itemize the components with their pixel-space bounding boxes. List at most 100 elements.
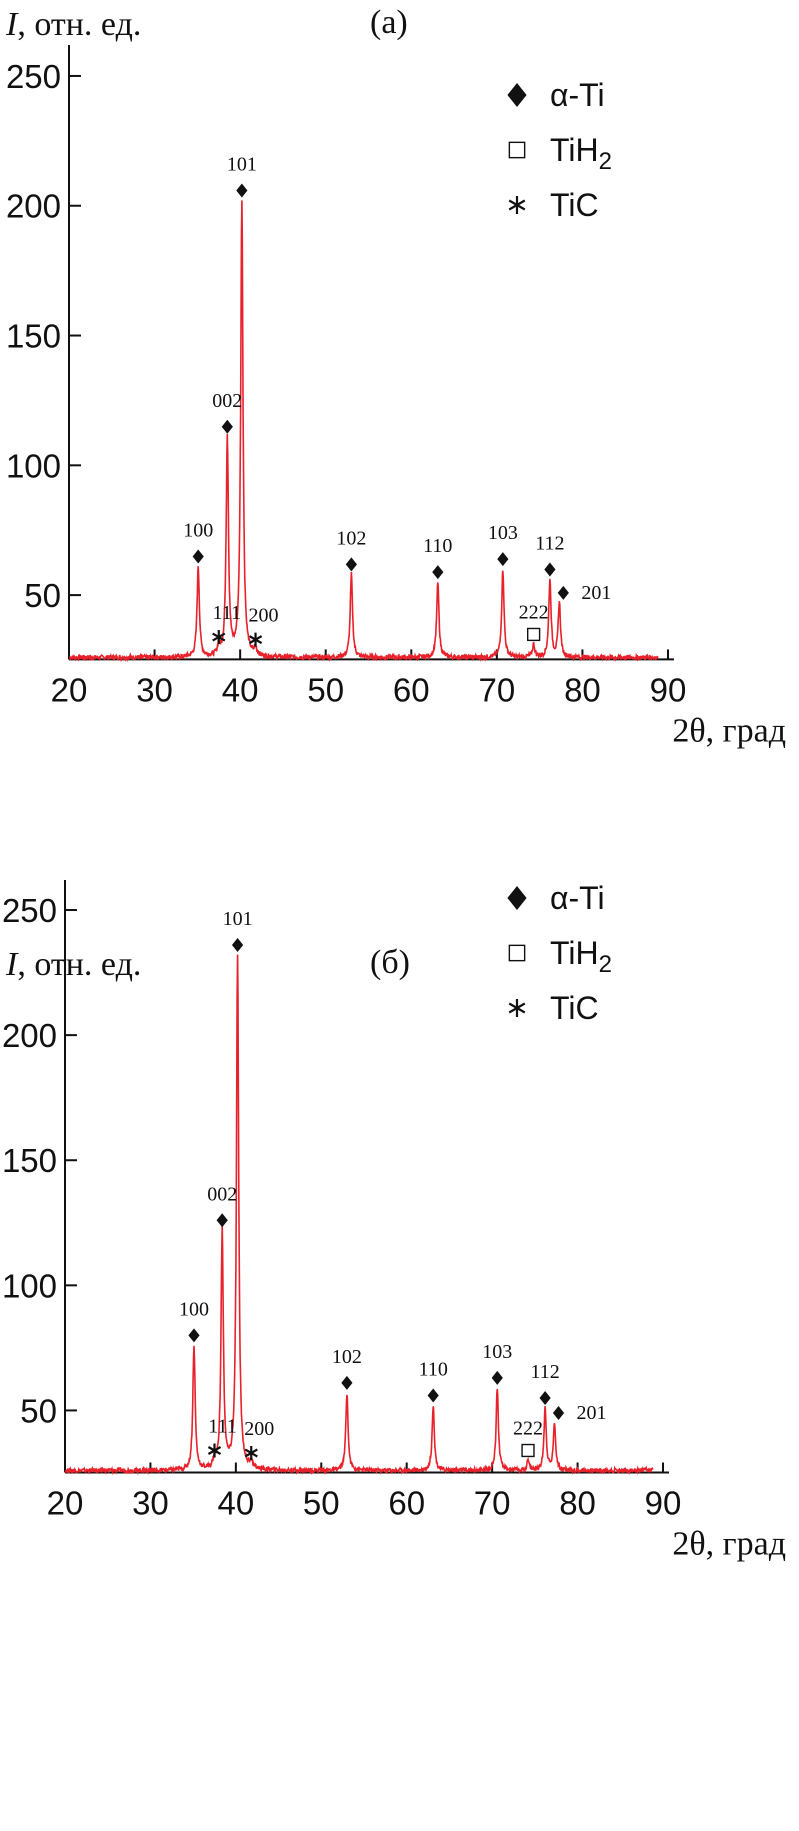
legend-marker	[508, 196, 526, 214]
peak-label: 111	[212, 602, 241, 624]
y-tick-label: 100	[2, 1267, 57, 1304]
peak-annotation: 201	[557, 582, 611, 604]
legend-subscript: 2	[599, 951, 612, 978]
peak-annotation: 002	[207, 1183, 237, 1228]
peak-label: 110	[423, 535, 452, 557]
peak-annotation: 101	[223, 908, 253, 953]
xrd-chart-b: 50 100 150 200 250 20 30 40 50 60 70 80 90 2θ, град 10…	[2, 880, 786, 1562]
x-tick-label: 90	[645, 1484, 682, 1521]
peak-annotation: 102	[332, 1346, 362, 1390]
x-tick-label: 60	[393, 671, 430, 708]
peak-marker	[427, 1388, 439, 1403]
peak-label: 103	[488, 522, 518, 544]
peak-label: 100	[183, 520, 213, 542]
legend-label: α-Ti	[550, 880, 605, 916]
peak-label: 002	[212, 390, 242, 412]
legend-marker	[508, 999, 526, 1017]
x-tick-label: 20	[47, 1484, 84, 1521]
peak-label: 112	[535, 533, 564, 555]
x-tick-label: 60	[388, 1484, 425, 1521]
peak-marker	[212, 630, 226, 645]
peak-marker	[216, 1213, 228, 1228]
y-tick-label: 250	[2, 892, 57, 929]
legend-label: TiH2	[550, 935, 612, 978]
x-tick-label: 80	[559, 1484, 596, 1521]
peak-marker	[221, 419, 233, 434]
legend-label: TiC	[550, 990, 599, 1026]
legend-label: TiC	[550, 187, 599, 223]
x-tick-label: 50	[303, 1484, 340, 1521]
legend-text: α-Ti	[550, 880, 605, 916]
peak-marker	[539, 1390, 551, 1405]
peak-annotation: 103	[488, 522, 518, 567]
y-tick-label: 100	[6, 447, 61, 484]
y-tick-label: 200	[6, 188, 61, 225]
peak-marker	[248, 632, 263, 647]
legend-marker	[508, 141, 526, 159]
peak-marker	[544, 562, 556, 577]
peak-label: 222	[513, 1417, 543, 1439]
legend-text: TiC	[550, 187, 599, 223]
peak-label: 111	[208, 1415, 237, 1437]
y-tick-label: 250	[6, 58, 61, 95]
peak-marker	[521, 1443, 535, 1458]
peak-annotation: 222	[519, 601, 549, 642]
peak-annotation: 222	[513, 1417, 543, 1458]
peak-annotation: 111	[212, 602, 241, 645]
legend-subscript: 2	[599, 148, 612, 175]
peak-marker	[491, 1370, 503, 1385]
legend-marker	[508, 944, 526, 962]
x-tick-label: 20	[51, 671, 88, 708]
peak-label: 101	[223, 908, 253, 930]
peak-label: 112	[530, 1361, 559, 1383]
legend-text: TiH	[550, 935, 599, 971]
peak-label: 103	[482, 1341, 512, 1363]
x-tick-label: 90	[650, 671, 687, 708]
legend-marker	[507, 83, 527, 107]
peak-label: 101	[227, 154, 257, 176]
x-axis-label: 2θ, град	[672, 1525, 786, 1562]
legend-text: TiC	[550, 990, 599, 1026]
x-tick-label: 70	[478, 671, 515, 708]
peak-marker	[432, 565, 444, 580]
peak-annotation: 103	[482, 1341, 512, 1385]
xrd-chart-a: 50 100 150 200 250 20 30 40 50 60 70 80 90 2θ, град 10…	[6, 45, 786, 749]
peak-marker	[345, 557, 357, 572]
y-tick-label: 150	[2, 1142, 57, 1179]
peak-label: 222	[519, 601, 549, 623]
peak-annotation: 100	[183, 520, 213, 564]
peak-annotation: 102	[336, 527, 366, 572]
x-tick-label: 40	[217, 1484, 254, 1521]
peak-annotation: 200	[249, 605, 279, 647]
x-axis-label: 2θ, град	[672, 712, 786, 749]
peak-label: 100	[179, 1298, 209, 1320]
peak-marker	[231, 938, 244, 953]
peak-annotation: 100	[179, 1298, 209, 1343]
peak-label: 200	[244, 1418, 274, 1440]
peak-label: 102	[336, 527, 366, 549]
legend-entry: TiC	[508, 187, 599, 223]
legend-label: TiH2	[550, 132, 612, 175]
x-tick-label: 50	[307, 671, 344, 708]
legend-entry: α-Ti	[507, 77, 605, 113]
y-axis-title: I, отн. ед.	[6, 946, 142, 983]
peak-annotation: 201	[552, 1402, 607, 1424]
peak-annotation: 101	[227, 154, 257, 198]
peak-annotation: 110	[423, 535, 452, 580]
xrd-panel-a: I, отн. ед. (а) 50 100 150 200 250 20 30 40 50 60…	[0, 0, 799, 880]
peak-annotation: 110	[419, 1358, 448, 1403]
x-tick-label: 30	[132, 1484, 169, 1521]
diffraction-curve	[68, 200, 659, 663]
legend-entry: TiC	[508, 990, 599, 1026]
peak-annotation: 200	[244, 1418, 274, 1460]
y-tick-label: 50	[20, 1392, 57, 1429]
peak-label: 201	[577, 1402, 607, 1424]
legend-entry: TiH2	[508, 132, 612, 175]
peak-marker	[552, 1405, 565, 1420]
peak-marker	[341, 1375, 353, 1390]
legend-text: TiH	[550, 132, 599, 168]
peak-marker	[557, 585, 569, 600]
peak-label: 002	[207, 1183, 237, 1205]
peak-annotation: 112	[530, 1361, 560, 1405]
legend-text: α-Ti	[550, 77, 605, 113]
